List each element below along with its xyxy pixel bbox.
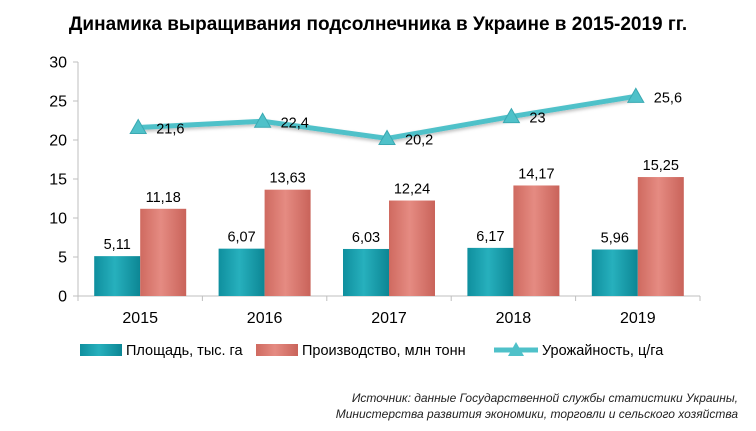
data-labels: 5,11 6,07 6,03 6,17 5,96 11,18 13,63 12,24 14,17… [104, 90, 682, 253]
bar-data-label: 15,25 [643, 158, 679, 174]
line-data-label: 25,6 [654, 90, 682, 106]
x-tick-label: 2016 [247, 310, 283, 327]
legend-swatch [256, 344, 298, 356]
line-series [129, 87, 645, 145]
bar-1 [140, 208, 187, 296]
bar-0 [94, 256, 141, 296]
bars [94, 177, 684, 296]
bar-1 [637, 177, 684, 296]
line-marker [129, 118, 148, 135]
source-line-1: Источник: данные Государственной службы … [352, 391, 738, 405]
x-tick-label: 2015 [122, 310, 158, 327]
line-data-label: 21,6 [156, 122, 184, 138]
legend: Площадь, тыс. га Производство, млн тонн Ур… [80, 342, 664, 359]
bar-data-label: 14,17 [518, 166, 554, 182]
line-marker [502, 107, 521, 124]
bar-data-label: 6,17 [476, 229, 504, 245]
x-tick-label: 2019 [620, 310, 656, 327]
chart-title: Динамика выращивания подсолнечника в Укр… [69, 14, 687, 35]
y-tick-label: 10 [49, 211, 67, 228]
y-tick-label: 20 [49, 133, 67, 150]
x-tick-label: 2017 [371, 310, 407, 327]
bar-0 [591, 249, 638, 296]
legend-label: Площадь, тыс. га [126, 343, 244, 359]
y-tick-label: 25 [49, 94, 67, 111]
source-line-2: Министерства развития экономики, торговл… [336, 407, 739, 421]
line-data-label: 22,4 [281, 115, 309, 131]
legend-marker [508, 342, 524, 356]
y-tick-label: 5 [58, 250, 67, 267]
bar-data-label: 5,96 [601, 231, 629, 247]
bar-data-label: 6,07 [227, 230, 255, 246]
legend-swatch [80, 344, 122, 356]
line-data-label: 23 [529, 111, 545, 127]
legend-label: Урожайность, ц/га [542, 343, 664, 359]
bar-1 [513, 185, 560, 296]
y-axis: 0 5 10 15 20 25 30 [49, 55, 79, 306]
line-marker [626, 87, 645, 103]
bar-0 [343, 248, 389, 296]
line-data-label: 20,2 [405, 132, 433, 148]
line-marker [378, 129, 396, 145]
bar-data-label: 13,63 [269, 171, 305, 187]
y-tick-label: 30 [49, 55, 67, 72]
legend-label: Производство, млн тонн [302, 343, 466, 359]
bar-1 [389, 200, 435, 296]
bar-data-label: 5,11 [104, 237, 131, 253]
bar-data-label: 6,03 [352, 230, 380, 246]
x-tick-label: 2018 [496, 310, 532, 327]
bar-data-label: 12,24 [394, 182, 430, 198]
bar-data-label: 11,18 [146, 190, 181, 206]
y-tick-label: 0 [58, 289, 67, 306]
bar-0 [467, 247, 514, 296]
bar-1 [264, 189, 311, 296]
line-marker [253, 112, 272, 128]
x-axis: 2015 2016 2017 2018 2019 [77, 295, 701, 327]
y-tick-label: 15 [49, 172, 67, 189]
bar-0 [218, 248, 265, 296]
